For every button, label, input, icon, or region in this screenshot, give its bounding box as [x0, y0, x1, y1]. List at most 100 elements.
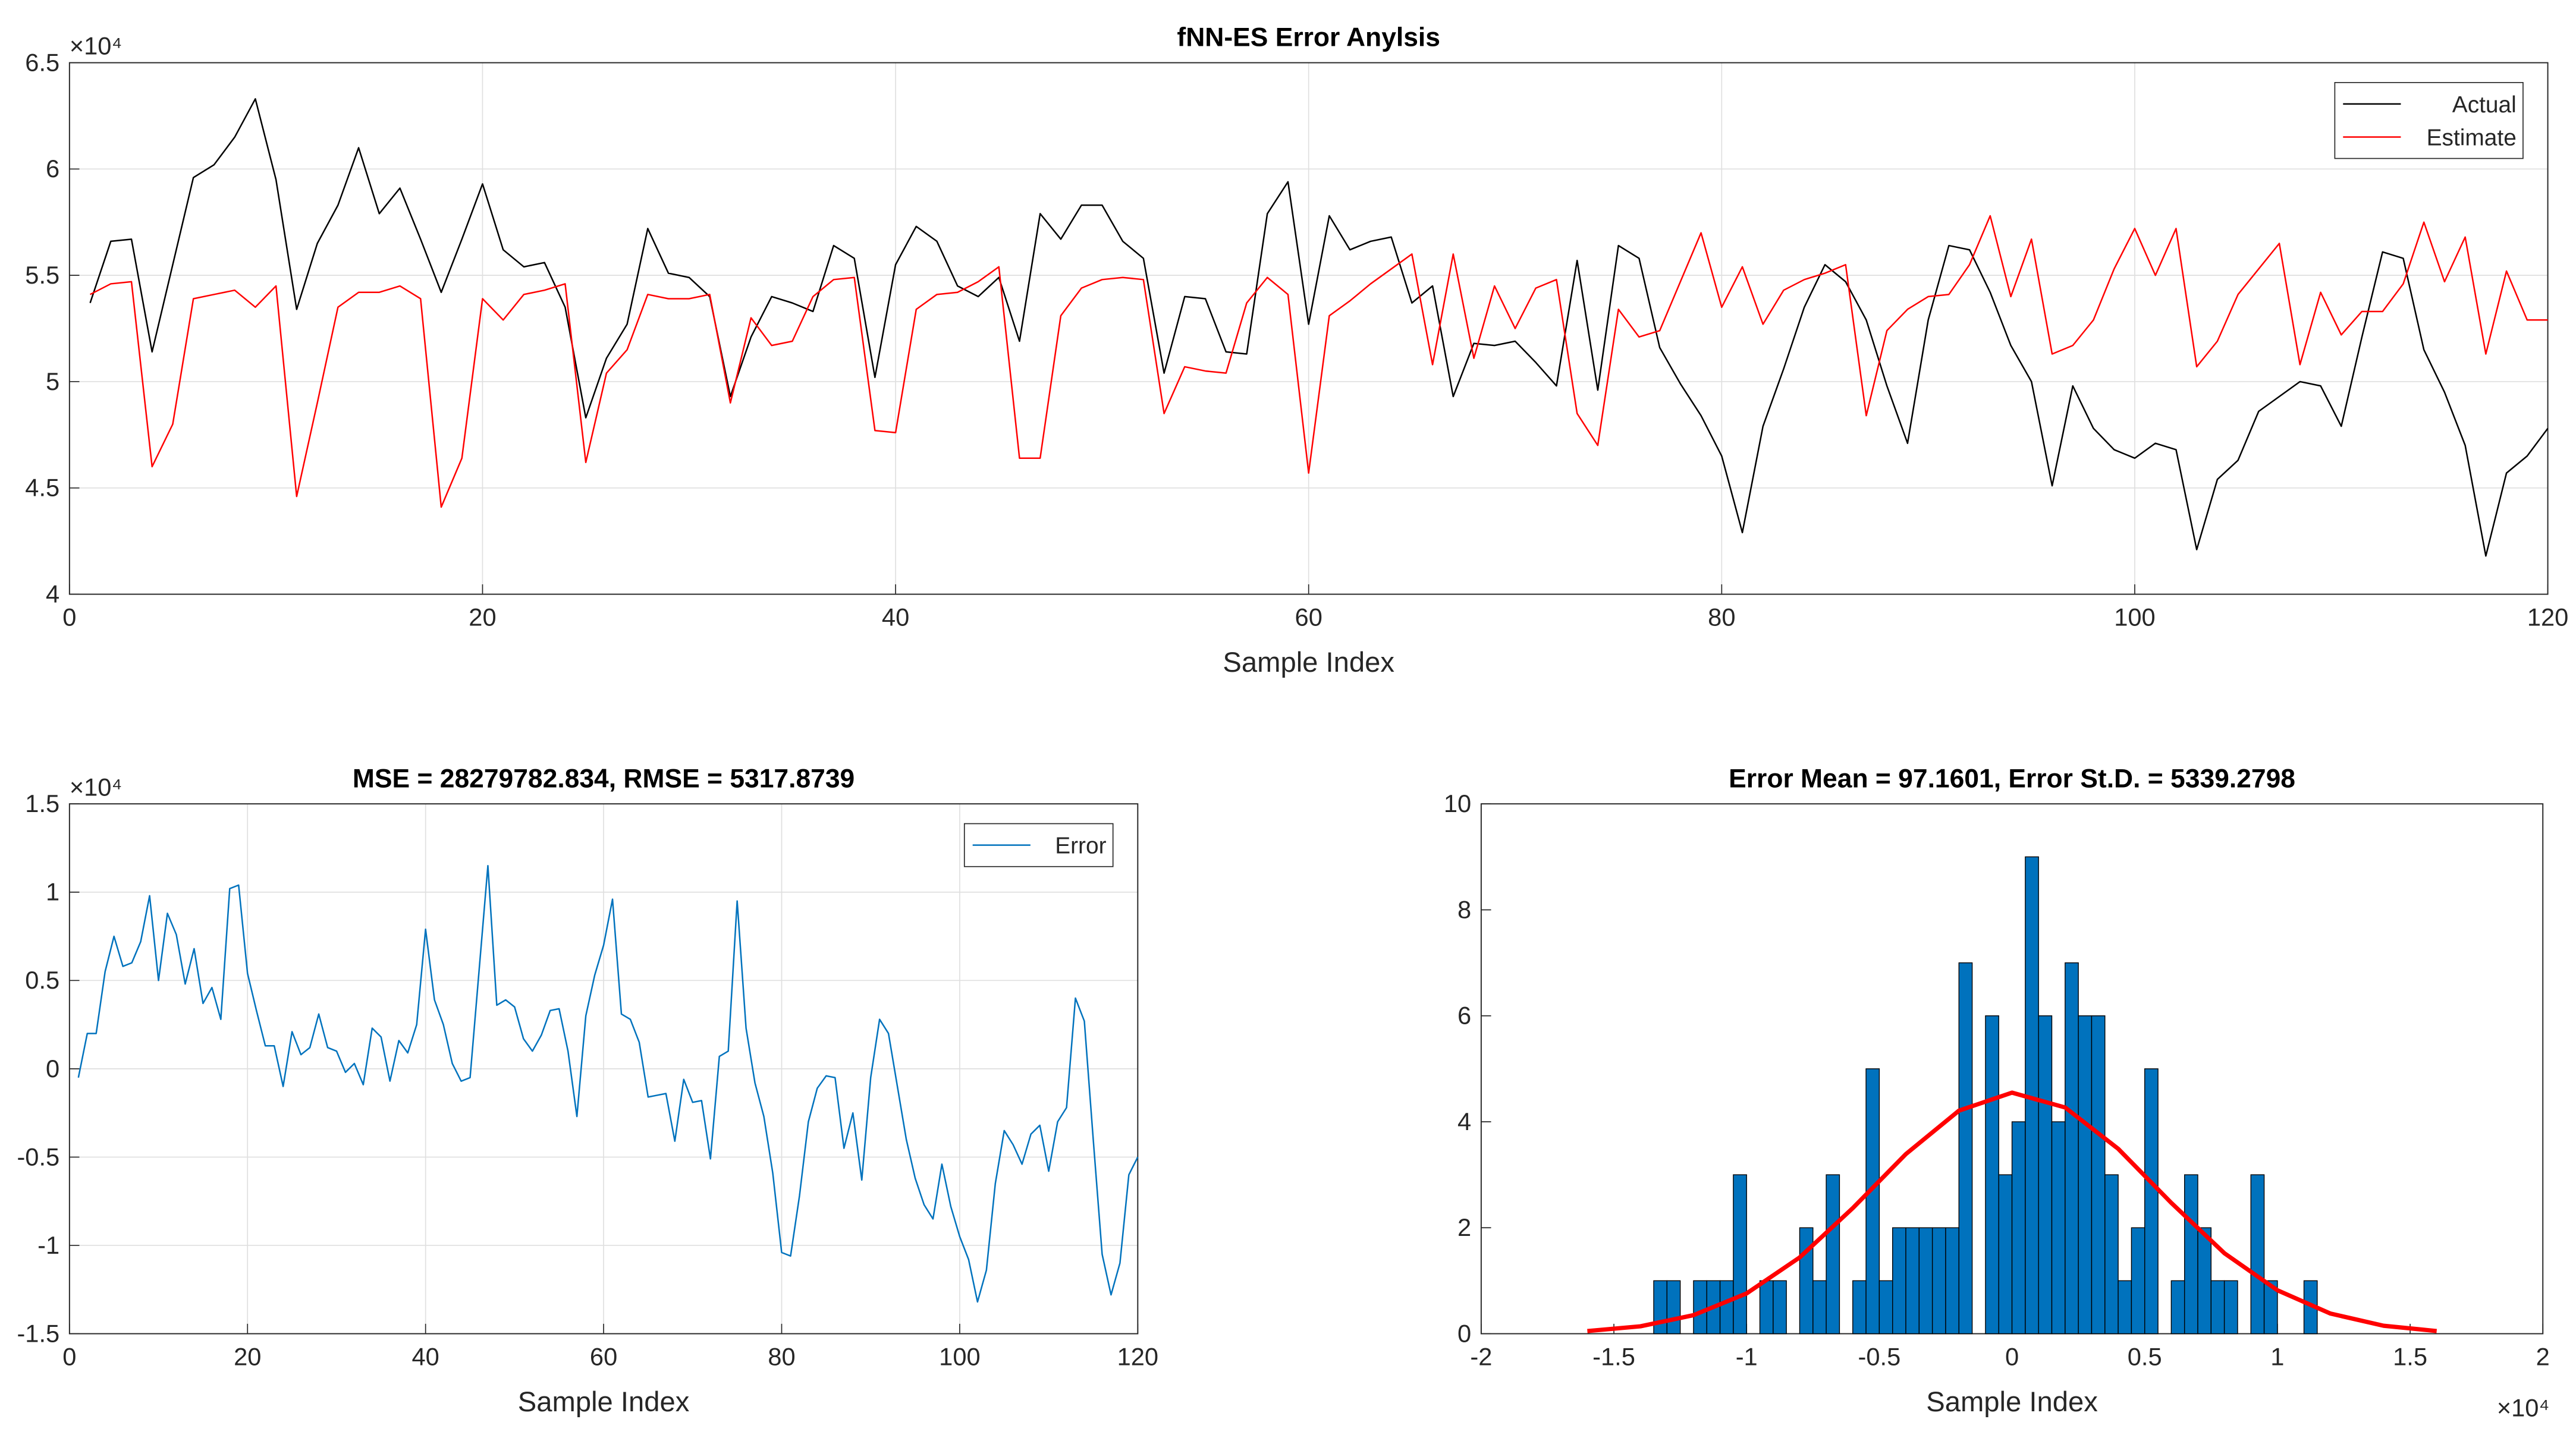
legend-label: Estimate — [2427, 125, 2517, 150]
bar — [2144, 1068, 2159, 1335]
y-tick-label: 6 — [46, 155, 59, 183]
x-tick-label: -1.5 — [1592, 1342, 1635, 1370]
bar — [2038, 1015, 2053, 1335]
x-tick-label: 20 — [469, 603, 496, 631]
bar — [1719, 1280, 1734, 1335]
bar — [2104, 1174, 2119, 1335]
x-tick-label: 120 — [2527, 603, 2568, 631]
bar — [2223, 1280, 2238, 1335]
x-tick-label: 0 — [2005, 1342, 2019, 1370]
bar — [1653, 1280, 1668, 1335]
bar — [1773, 1280, 1787, 1335]
bar — [1852, 1280, 1867, 1335]
bar — [2250, 1174, 2265, 1335]
bar — [1733, 1174, 1747, 1335]
bar — [1799, 1227, 1814, 1335]
x-exponent: ×10⁴ — [2497, 1393, 2550, 1421]
data-line — [89, 98, 2549, 557]
bar — [1666, 1280, 1681, 1335]
x-tick-label: 20 — [234, 1342, 261, 1370]
x-tick-label: 80 — [1708, 603, 1735, 631]
bar — [2091, 1015, 2106, 1335]
y-exponent: ×10⁴ — [70, 773, 122, 801]
y-tick-label: -1 — [37, 1231, 59, 1259]
legend-label: Actual — [2452, 92, 2517, 118]
y-tick-label: 4 — [1457, 1108, 1471, 1135]
bar — [1985, 1015, 1999, 1335]
chart-title: Error Mean = 97.1601, Error St.D. = 5339… — [1729, 764, 2295, 793]
x-tick-label: 100 — [2114, 603, 2155, 631]
y-tick-label: 4.5 — [25, 474, 59, 502]
x-tick-label: 60 — [590, 1342, 617, 1370]
x-axis-label: Sample Index — [1926, 1386, 2098, 1418]
y-tick-label: -0.5 — [17, 1143, 59, 1171]
bar — [2210, 1280, 2225, 1335]
legend-box — [2334, 81, 2524, 159]
y-tick-label: 0 — [46, 1055, 59, 1083]
bar — [2170, 1280, 2185, 1335]
bar — [2065, 962, 2079, 1335]
bar — [1892, 1227, 1906, 1335]
chart-title: MSE = 28279782.834, RMSE = 5317.8739 — [353, 764, 855, 793]
bar — [2118, 1280, 2132, 1335]
bar — [1918, 1227, 1933, 1335]
bar — [2051, 1121, 2066, 1335]
bar — [1905, 1227, 1920, 1335]
y-exponent: ×10⁴ — [70, 32, 122, 60]
x-axis-label: Sample Index — [518, 1386, 690, 1418]
x-tick-label: 80 — [768, 1342, 795, 1370]
x-tick-label: 120 — [1117, 1342, 1158, 1370]
y-tick-label: 2 — [1457, 1213, 1471, 1241]
y-tick-label: 5 — [46, 367, 59, 395]
x-tick-label: 0 — [62, 603, 76, 631]
y-tick-label: 5.5 — [25, 261, 59, 289]
x-tick-label: 1.5 — [2393, 1342, 2427, 1370]
y-tick-label: 10 — [1444, 789, 1471, 817]
x-tick-label: -1 — [1736, 1342, 1758, 1370]
bar — [2078, 1015, 2093, 1335]
x-tick-label: -0.5 — [1858, 1342, 1901, 1370]
x-tick-label: 60 — [1295, 603, 1322, 631]
bar — [2011, 1121, 2026, 1335]
bar — [1931, 1227, 1946, 1335]
bar — [1958, 962, 1973, 1335]
y-tick-label: 0 — [1457, 1319, 1471, 1347]
x-axis-label: Sample Index — [1223, 647, 1394, 678]
x-tick-label: 40 — [412, 1342, 439, 1370]
y-tick-label: 4 — [46, 580, 59, 608]
data-line — [90, 215, 2548, 508]
x-tick-label: 2 — [2536, 1342, 2550, 1370]
x-tick-label: 1 — [2270, 1342, 2284, 1370]
y-tick-label: -1.5 — [17, 1319, 59, 1347]
x-tick-label: 100 — [939, 1342, 980, 1370]
bar — [2263, 1280, 2278, 1335]
bar — [1878, 1280, 1893, 1335]
axes-box — [68, 803, 1139, 1335]
y-tick-label: 0.5 — [25, 966, 59, 994]
x-tick-label: -2 — [1470, 1342, 1492, 1370]
bar — [2184, 1174, 2198, 1335]
bar — [1759, 1280, 1774, 1335]
bar — [1998, 1174, 2013, 1335]
bar — [1865, 1068, 1880, 1335]
x-tick-label: 40 — [882, 603, 909, 631]
y-tick-label: 6.5 — [25, 48, 59, 76]
x-tick-label: 0 — [62, 1342, 76, 1370]
data-line — [77, 864, 1139, 1303]
y-tick-label: 1.5 — [25, 789, 59, 817]
bar — [1826, 1174, 1840, 1335]
y-tick-label: 1 — [46, 878, 59, 906]
bar — [1693, 1280, 1707, 1335]
bar — [1945, 1227, 1959, 1335]
bar — [2197, 1227, 2212, 1335]
x-tick-label: 0.5 — [2128, 1342, 2162, 1370]
legend-label: Error — [1055, 833, 1106, 859]
axes-box — [68, 62, 2549, 595]
bar — [1812, 1280, 1827, 1335]
fit-curve — [1587, 1090, 2437, 1333]
bar — [2131, 1227, 2145, 1335]
chart-title: fNN-ES Error Anylsis — [1177, 23, 1440, 52]
y-tick-label: 8 — [1457, 895, 1471, 923]
y-tick-label: 6 — [1457, 1002, 1471, 1030]
